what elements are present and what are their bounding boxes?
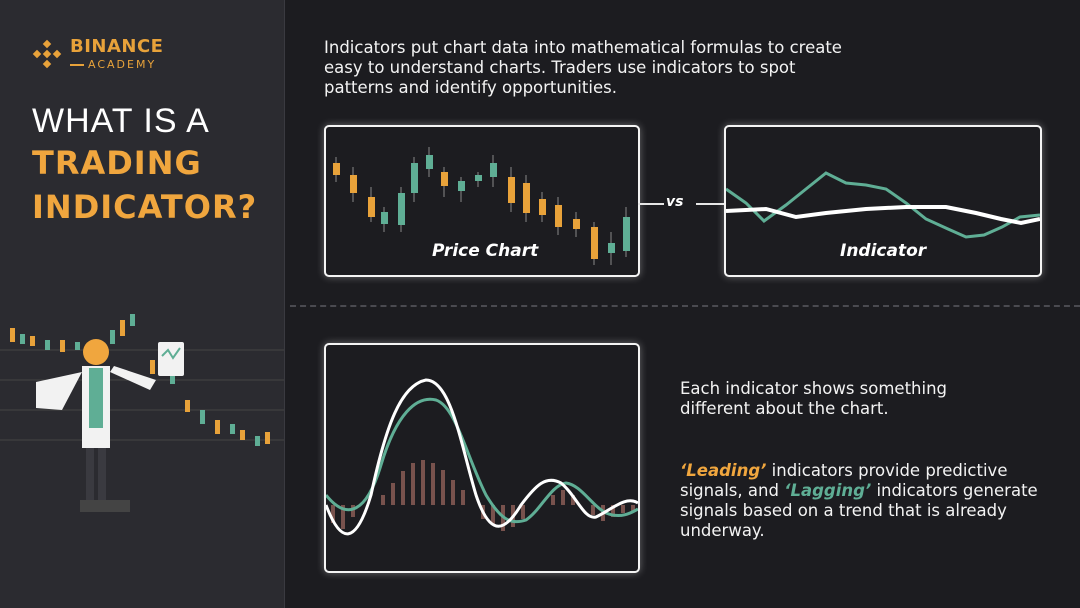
price-chart-panel: Price Chart [324,125,640,277]
leading-term: ‘Leading’ [680,461,767,480]
sidebar: BINANCE ACADEMY WHAT IS A TRADING INDICA… [0,0,284,608]
indicator-lines [726,171,1040,239]
oscillator-panel [324,343,640,573]
leading-desc: indicators provide predictive signals, a… [680,461,1008,500]
leading-lagging-text: ‘Leading’ indicators provide predictive … [680,461,1040,541]
vs-label: vs [666,194,684,210]
binance-logo-icon [32,39,62,69]
connector-left [638,203,664,205]
lagging-term: ‘Lagging’ [784,481,872,500]
candlestick-chart-icon [10,314,270,446]
price-candles [333,147,630,265]
lagging-desc: indicators generate signals based on a t… [680,481,1038,540]
vertical-divider [284,0,285,608]
connector-right [696,203,724,205]
oscillator-chart [326,378,638,536]
title-line-3: INDICATOR? [32,188,258,226]
title-line-2: TRADING [32,144,202,182]
horizontal-divider [290,305,1080,307]
page-title: WHAT IS A TRADING INDICATOR? [32,102,257,229]
title-line-1: WHAT IS A [32,102,210,140]
brand-name: BINANCE [70,36,164,57]
indicator-panel: Indicator [724,125,1042,277]
price-chart-label: Price Chart [432,241,539,261]
intro-text: Indicators put chart data into mathemati… [324,38,842,97]
brand-sub: ACADEMY [70,59,163,70]
scientist-illustration [0,314,284,512]
indicator-explanation-text: Each indicator shows something different… [680,379,948,418]
brand-logo[interactable]: BINANCE ACADEMY [32,38,163,70]
indicator-label: Indicator [840,241,927,261]
